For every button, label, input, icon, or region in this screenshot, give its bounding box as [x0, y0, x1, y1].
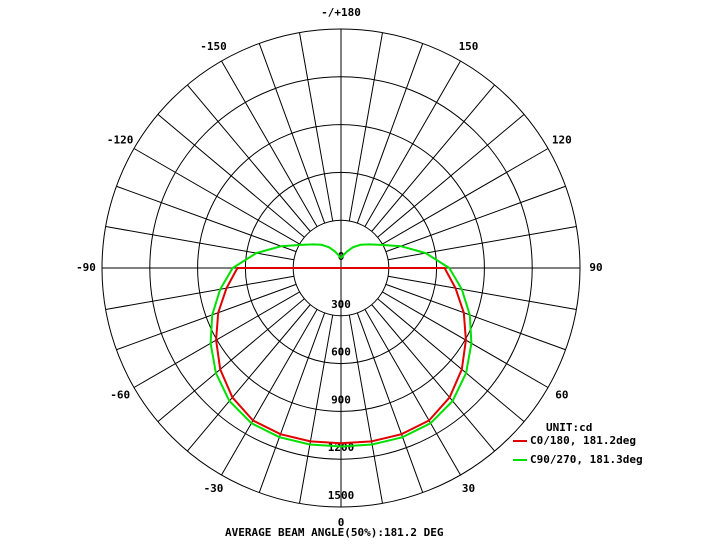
theta-tick-label: 0	[338, 516, 345, 529]
r-tick-label: 600	[331, 346, 351, 359]
grid-spoke	[186, 304, 311, 452]
legend-label: C90/270, 181.3deg	[530, 453, 643, 466]
grid-spoke	[387, 226, 577, 261]
grid-spoke	[116, 185, 297, 253]
grid-spoke	[348, 314, 383, 504]
grid-spoke	[382, 148, 549, 245]
grid-spoke	[105, 275, 295, 310]
theta-tick-label: -90	[76, 261, 96, 274]
grid-spoke	[258, 43, 326, 224]
r-tick-label: 1200	[328, 441, 355, 454]
grid-spoke	[221, 309, 318, 476]
grid-spoke	[377, 298, 525, 423]
r-tick-label: 0	[338, 250, 345, 263]
grid-spoke	[221, 60, 318, 227]
grid-spoke	[299, 32, 334, 222]
unit-label: UNIT:cd	[546, 421, 592, 434]
grid-spoke	[186, 84, 311, 232]
grid-spoke	[387, 275, 577, 310]
series-line	[215, 267, 467, 445]
grid-spoke	[377, 113, 525, 238]
grid-spoke	[116, 283, 297, 351]
theta-tick-label: -150	[200, 40, 227, 53]
grid-spoke	[133, 148, 300, 245]
legend-label: C0/180, 181.2deg	[530, 434, 636, 447]
r-tick-label: 1500	[328, 489, 355, 502]
footer: AVERAGE BEAM ANGLE(50%):181.2 DEG	[225, 526, 444, 539]
grid-spoke	[371, 84, 496, 232]
grid-spoke	[385, 283, 566, 351]
theta-tick-label: -30	[204, 482, 224, 495]
theta-tick-label: -60	[110, 389, 130, 402]
grid-spoke	[157, 113, 305, 238]
grid-spoke	[157, 298, 305, 423]
theta-tick-label: 30	[462, 482, 475, 495]
grid-spoke	[356, 43, 424, 224]
grid-spoke	[385, 185, 566, 253]
grid-spoke	[348, 32, 383, 222]
theta-tick-label: -/+180	[321, 6, 361, 19]
grid-spoke	[105, 226, 295, 261]
grid-spoke	[364, 60, 461, 227]
series-line	[209, 243, 473, 448]
grid-spoke	[371, 304, 496, 452]
grid-spoke	[299, 314, 334, 504]
grid-spoke	[258, 312, 326, 493]
grid-spoke	[356, 312, 424, 493]
theta-tick-label: 90	[589, 261, 602, 274]
r-tick-label: 900	[331, 393, 351, 406]
theta-tick-label: 120	[552, 134, 572, 147]
grid-spoke	[364, 309, 461, 476]
theta-tick-label: 60	[555, 389, 568, 402]
r-tick-label: 300	[331, 298, 351, 311]
theta-tick-label: -120	[107, 134, 134, 147]
theta-tick-label: 150	[459, 40, 479, 53]
